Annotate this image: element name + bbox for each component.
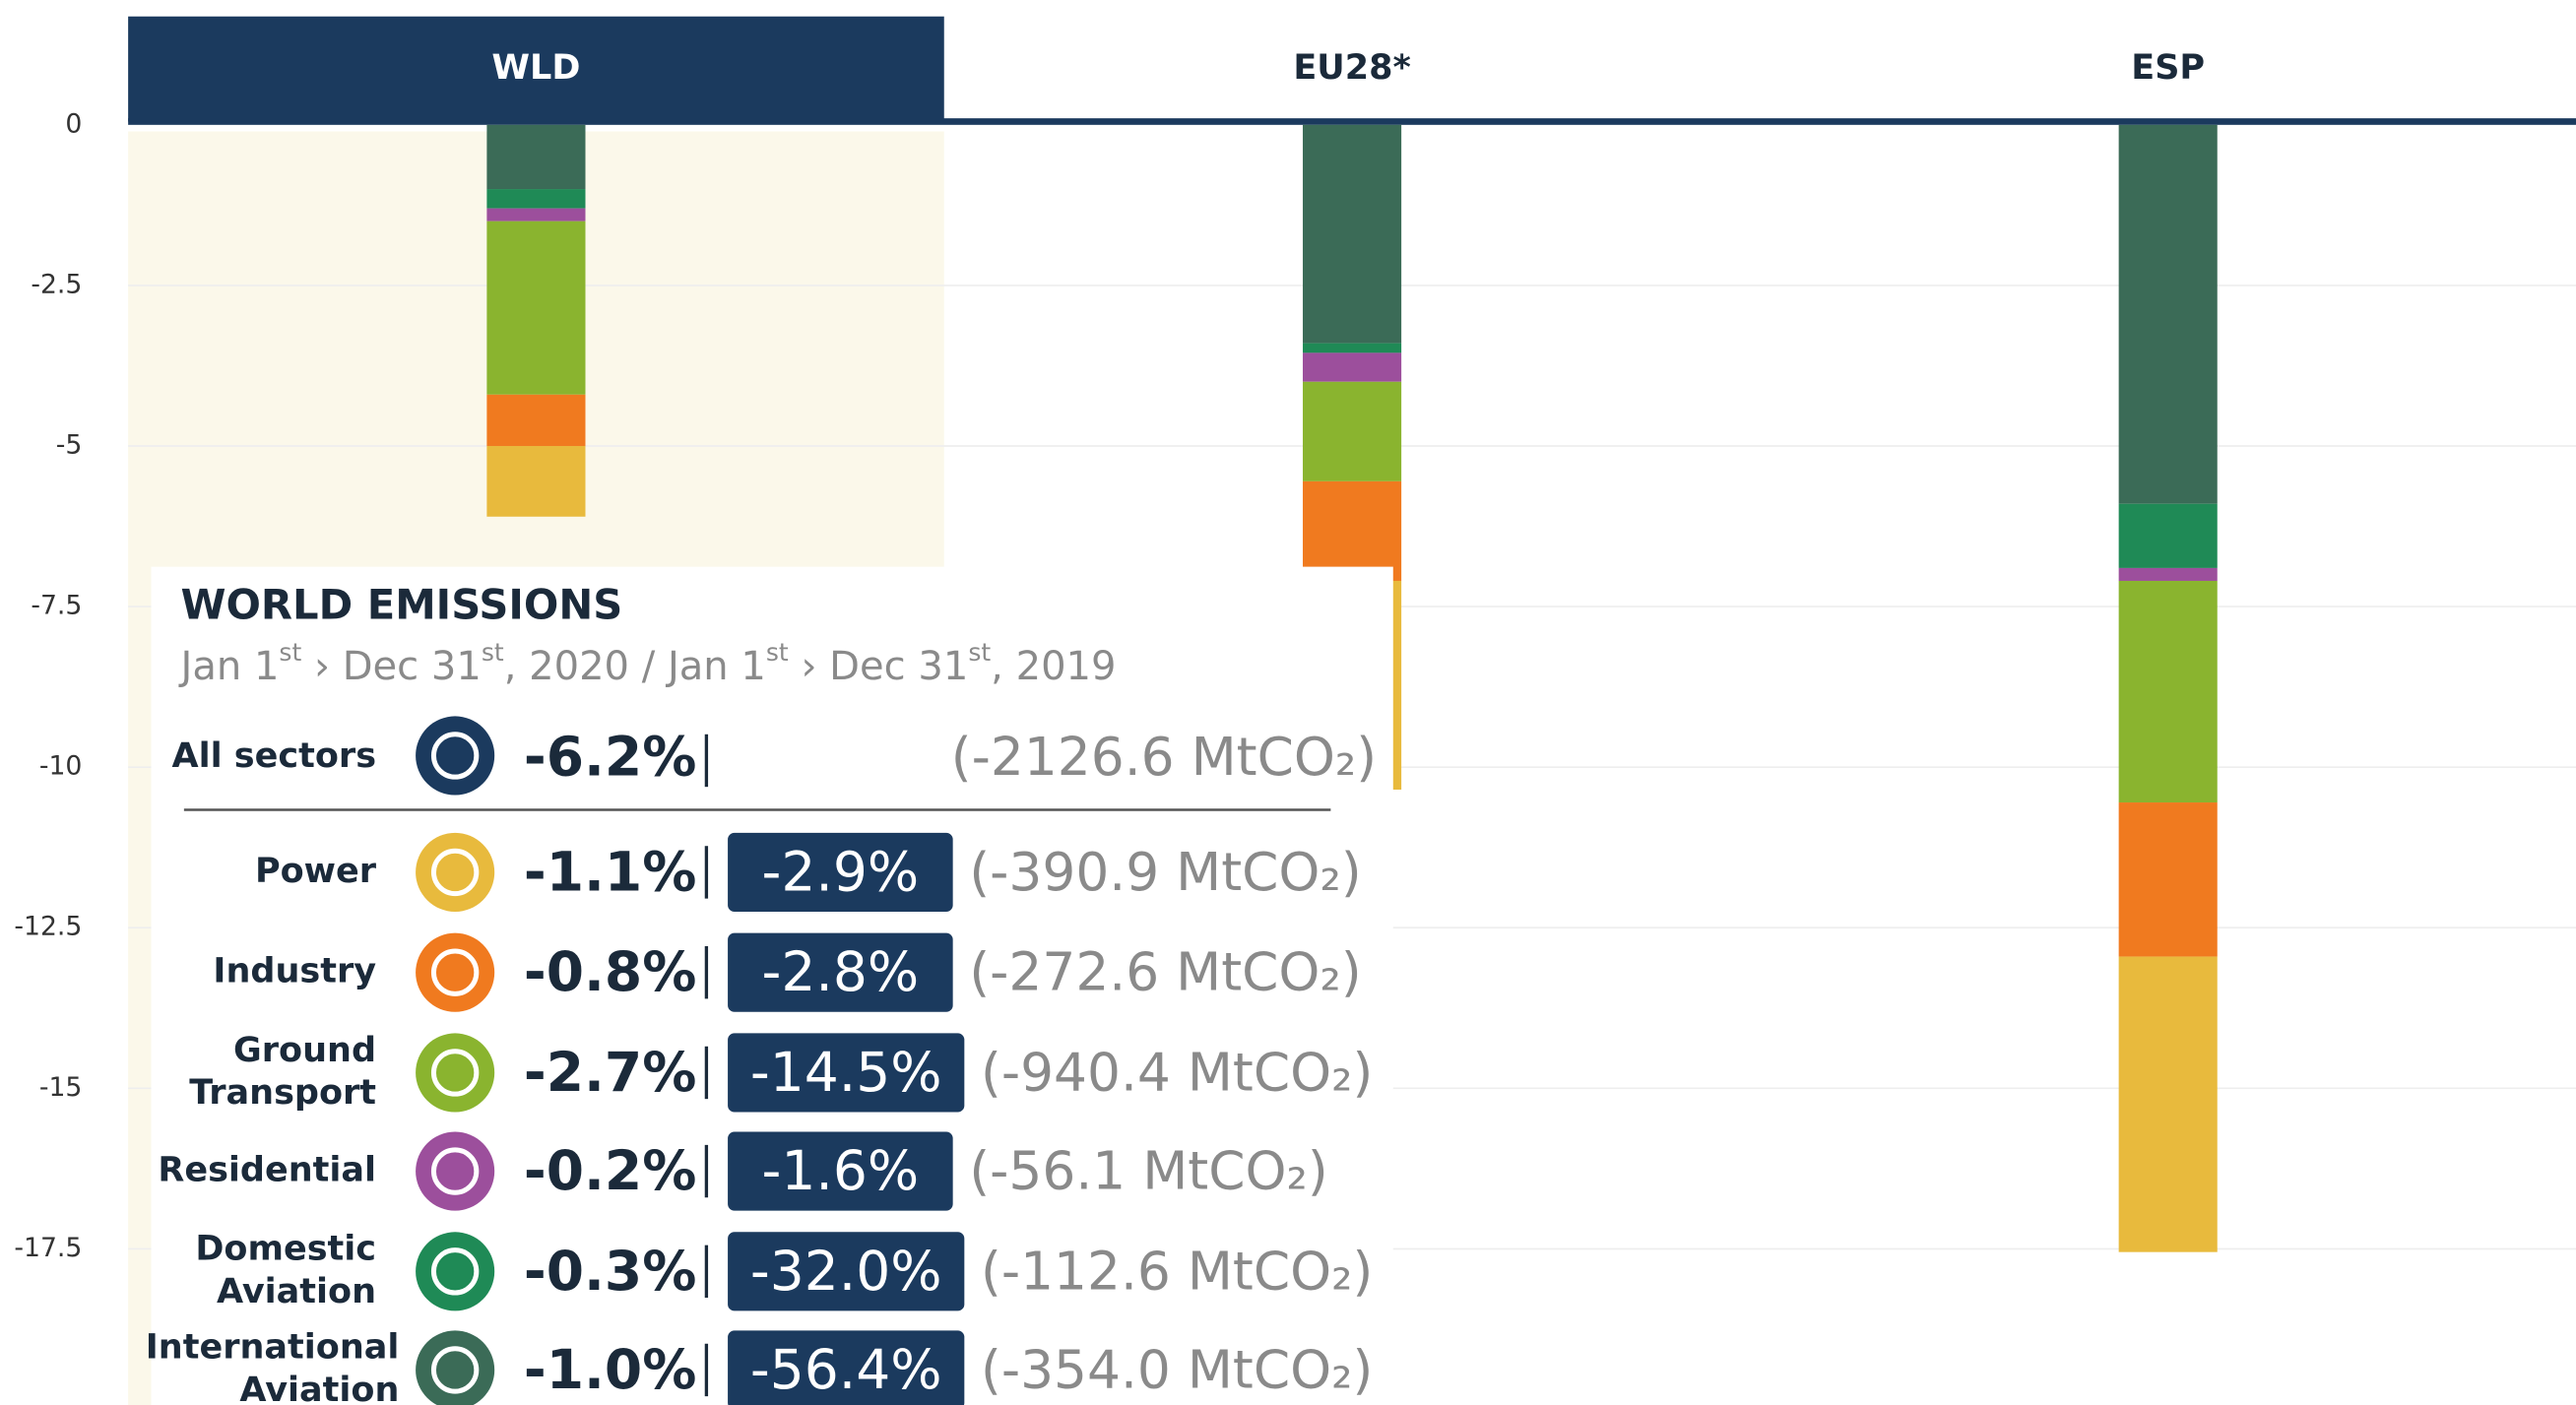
sector-label: Aviation <box>217 1271 376 1311</box>
tooltip-dates: Jan 1st › Dec 31st, 2020 / Jan 1st › Dec… <box>178 638 1117 689</box>
bar-segment <box>1303 124 1402 344</box>
sector-icon-inner <box>430 948 480 996</box>
sector-icon <box>416 832 495 912</box>
bar-segment <box>486 208 586 222</box>
tooltip-title: WORLD EMISSIONS <box>181 580 623 628</box>
change-badge <box>728 1131 953 1211</box>
change-badge <box>728 1232 965 1311</box>
total-label: All sectors <box>172 735 377 776</box>
sector-icon-inner <box>430 1346 480 1394</box>
sector-amount: (-56.1 MtCO₂) <box>969 1140 1327 1202</box>
date-part: st <box>766 638 789 667</box>
change-badge <box>728 1330 965 1405</box>
sector-change: -2.9% <box>762 840 920 903</box>
date-part: st <box>279 638 301 667</box>
total-share: -6.2% <box>524 726 697 789</box>
sector-amount: (-354.0 MtCO₂) <box>981 1338 1373 1400</box>
bar-segment <box>486 189 586 209</box>
sector-amount: (-112.6 MtCO₂) <box>981 1240 1373 1302</box>
sector-icon-inner <box>430 1049 480 1097</box>
sector-share: -0.2% <box>524 1139 697 1202</box>
change-badge <box>728 832 953 912</box>
sector-amount: (-940.4 MtCO₂) <box>981 1041 1373 1103</box>
bar-segment <box>486 124 586 190</box>
bar-segment <box>1303 381 1402 481</box>
sector-label: International <box>146 1327 400 1368</box>
tab-label: ESP <box>2131 47 2205 88</box>
bar-segment <box>1303 352 1402 382</box>
tab-active <box>128 16 944 122</box>
bar-segment <box>1303 343 1402 353</box>
sector-label: Industry <box>213 951 376 991</box>
sector-icon-inner <box>430 848 480 897</box>
sector-icon-inner <box>430 732 480 780</box>
sector-share: -1.1% <box>524 840 697 903</box>
y-tick-label: -15 <box>39 1072 83 1103</box>
sector-change: -2.8% <box>762 940 920 1003</box>
sector-label: Transport <box>189 1072 376 1113</box>
date-part: , 2019 <box>991 644 1116 689</box>
sector-label: Domestic <box>195 1229 376 1269</box>
date-part: Jan 1 <box>178 644 280 689</box>
sector-share: -1.0% <box>524 1338 697 1401</box>
change-badge <box>728 1033 965 1113</box>
sector-icon <box>416 932 495 1012</box>
date-part: st <box>482 638 504 667</box>
sector-share: -2.7% <box>524 1041 697 1104</box>
date-part: , 2020 / Jan 1 <box>504 644 766 689</box>
sector-icon-inner <box>430 1147 480 1195</box>
bar-segment <box>2118 802 2218 957</box>
y-tick-label: -10 <box>39 751 83 782</box>
y-tick-label: -5 <box>56 429 83 460</box>
sector-icon <box>416 1232 495 1311</box>
bar-segment <box>486 445 586 517</box>
sector-change: -32.0% <box>750 1240 942 1303</box>
sector-label: Power <box>255 851 377 891</box>
date-part: st <box>968 638 991 667</box>
total-amount: (-2126.6 MtCO₂) <box>951 726 1377 788</box>
sector-icon <box>416 1330 495 1405</box>
sector-amount: (-390.9 MtCO₂) <box>969 841 1361 903</box>
date-part: › Dec 31 <box>301 644 482 689</box>
sector-share: -0.8% <box>524 940 697 1003</box>
sector-change: -14.5% <box>750 1041 942 1104</box>
bar-segment <box>2118 580 2218 803</box>
sector-change: -56.4% <box>750 1338 942 1401</box>
sector-amount: (-272.6 MtCO₂) <box>969 941 1361 1003</box>
y-tick-label: -17.5 <box>14 1233 82 1263</box>
tab-label: WLD <box>491 47 580 88</box>
sector-label: Residential <box>158 1150 376 1190</box>
bar-segment <box>2118 124 2218 504</box>
sector-label: Aviation <box>239 1370 399 1405</box>
sector-change: -1.6% <box>762 1139 920 1202</box>
sector-share: -0.3% <box>524 1240 697 1303</box>
y-tick-label: -7.5 <box>31 591 82 621</box>
header-line <box>128 118 2576 125</box>
bar-segment <box>486 394 586 446</box>
date-part: › Dec 31 <box>789 644 969 689</box>
y-tick-label: -12.5 <box>14 912 82 942</box>
y-tick-label: -2.5 <box>31 269 82 299</box>
bar-segment <box>1303 480 1402 581</box>
sector-label: Ground <box>233 1030 376 1070</box>
sector-icon <box>416 1131 495 1211</box>
bar-segment <box>2118 567 2218 581</box>
bar-segment <box>486 221 586 395</box>
bar-segment <box>2118 503 2218 568</box>
bar-segment <box>2118 956 2218 1252</box>
sector-icon <box>416 716 495 796</box>
tab-label: EU28* <box>1293 47 1410 88</box>
y-tick-label: 0 <box>65 108 82 139</box>
sector-icon-inner <box>430 1247 480 1296</box>
change-badge <box>728 932 953 1012</box>
sector-icon <box>416 1033 495 1113</box>
